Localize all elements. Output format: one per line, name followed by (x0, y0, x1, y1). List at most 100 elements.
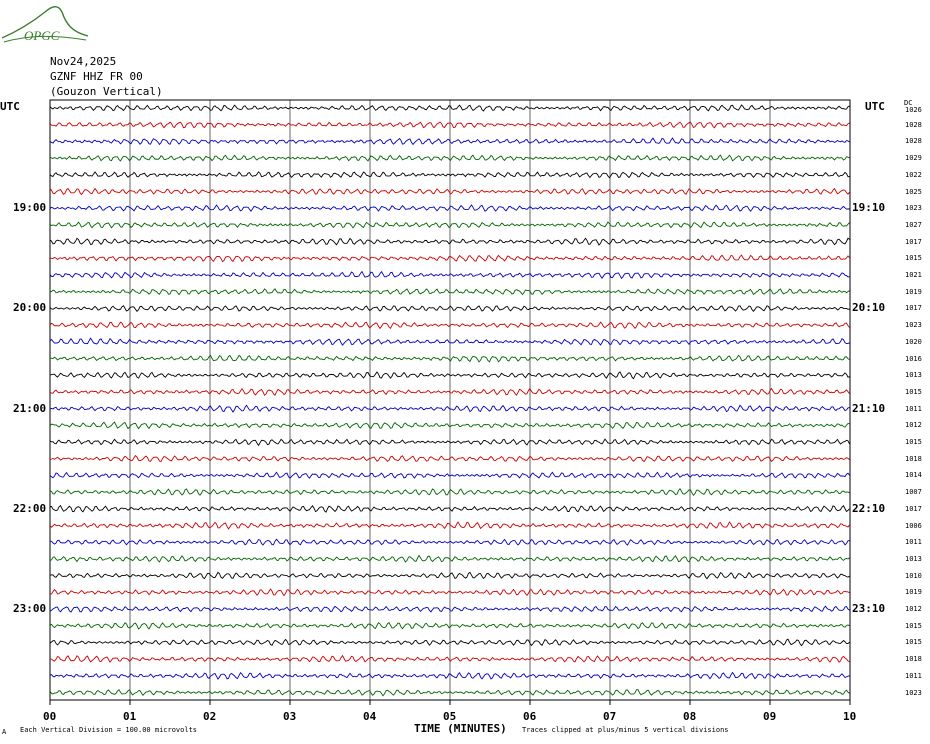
dc-offset-label: 1018 (905, 454, 922, 463)
dc-offset-label: 1014 (905, 471, 922, 480)
x-tick-label: 03 (283, 710, 297, 723)
seismic-trace-8 (49, 221, 850, 229)
dc-offset-label: 1029 (905, 154, 922, 163)
seismic-trace-29 (49, 571, 850, 580)
dc-header: DC (904, 99, 913, 107)
seismic-trace-26 (49, 521, 850, 530)
hour-label-right: 23:10 (852, 602, 886, 615)
seismic-trace-21 (49, 438, 850, 447)
dc-offset-label: 1013 (905, 371, 922, 380)
seismic-trace-1 (49, 104, 850, 112)
dc-offset-label: 1023 (905, 204, 922, 213)
dc-offset-label: 1012 (905, 605, 922, 613)
hour-label-right: 22:10 (852, 501, 886, 515)
dc-offset-label: 1020 (905, 337, 922, 346)
seismic-trace-22 (49, 454, 850, 463)
dc-offset-label: 1016 (905, 354, 922, 363)
seismic-trace-19 (49, 404, 850, 413)
seismic-trace-11 (49, 270, 850, 280)
x-tick-label: 05 (443, 710, 457, 723)
dc-offset-label: 1012 (905, 421, 922, 430)
station-label: GZNF HHZ FR 00 (50, 70, 143, 83)
dc-offset-label: 1027 (905, 220, 922, 229)
hour-label-right: 20:10 (852, 301, 886, 315)
dc-offset-label: 1015 (905, 438, 922, 446)
dc-offset-label: 1023 (905, 321, 922, 330)
x-tick-label: 04 (363, 710, 377, 723)
x-tick-label: 07 (603, 710, 617, 723)
dc-offset-label: 1017 (905, 504, 922, 513)
seismic-trace-35 (49, 671, 850, 680)
logo-text: OPGC (24, 28, 60, 43)
seismic-trace-7 (49, 204, 850, 212)
station-name-label: (Gouzon Vertical) (50, 85, 163, 98)
seismic-trace-10 (49, 254, 850, 263)
hour-label-left: 21:00 (13, 401, 47, 415)
x-tick-label: 09 (763, 710, 777, 723)
dc-offset-label: 1019 (905, 588, 922, 597)
dc-offset-label: 1015 (905, 387, 922, 396)
dc-offset-label: 1021 (905, 271, 922, 279)
seismic-trace-9 (49, 237, 850, 246)
dc-offset-label: 1015 (905, 254, 922, 263)
x-tick-label: 01 (123, 710, 137, 723)
hour-label-right: 21:10 (852, 401, 886, 415)
seismic-trace-32 (49, 621, 850, 630)
dc-offset-label: 1011 (905, 671, 922, 680)
date-label: Nov24,2025 (50, 55, 117, 68)
dc-offset-label: 1018 (905, 655, 922, 664)
footer-vertical-division: Each Vertical Division = 100.00 microvol… (20, 726, 198, 734)
seismic-trace-23 (49, 471, 850, 479)
dc-offset-label: 1023 (905, 688, 922, 697)
seismic-trace-15 (49, 337, 850, 346)
seismic-trace-31 (49, 605, 850, 613)
dc-offset-label: 1015 (905, 621, 922, 630)
seismic-trace-16 (49, 354, 850, 363)
hour-label-right: 19:10 (852, 201, 886, 215)
seismic-trace-12 (49, 288, 850, 296)
seismic-trace-24 (49, 488, 850, 497)
utc-left-label: UTC (0, 100, 20, 113)
dc-offset-label: 1026 (905, 106, 922, 114)
seismic-trace-4 (49, 154, 850, 162)
dc-offset-label: 1013 (905, 554, 922, 563)
dc-offset-label: 1011 (905, 538, 922, 547)
footer-mark: A (2, 728, 7, 736)
seismic-trace-14 (49, 321, 850, 330)
seismic-trace-20 (49, 421, 850, 430)
dc-offset-label: 1007 (905, 488, 922, 497)
footer-clip-note: Traces clipped at plus/minus 5 vertical … (522, 726, 729, 734)
x-tick-label: 08 (683, 710, 697, 723)
x-tick-label: 00 (43, 710, 57, 723)
seismic-trace-13 (49, 305, 850, 313)
seismic-trace-18 (49, 387, 850, 396)
x-tick-label: 02 (203, 710, 217, 723)
seismic-trace-27 (49, 538, 850, 546)
dc-offset-label: 1025 (905, 187, 922, 196)
seismic-trace-34 (49, 654, 850, 663)
dc-offset-label: 1017 (905, 237, 922, 246)
seismic-trace-36 (49, 689, 850, 697)
x-tick-label: 10 (843, 710, 857, 723)
seismic-trace-5 (49, 171, 850, 179)
utc-right-label: UTC (865, 100, 885, 113)
x-tick-label: 06 (523, 710, 537, 723)
dc-offset-label: 1017 (905, 304, 922, 313)
hour-label-left: 19:00 (13, 201, 47, 215)
dc-offset-label: 1015 (905, 638, 922, 647)
hour-label-left: 23:00 (13, 602, 47, 615)
hour-label-left: 22:00 (13, 501, 47, 515)
seismic-trace-6 (49, 187, 850, 196)
seismic-trace-28 (49, 554, 850, 563)
seismic-trace-2 (49, 121, 850, 129)
seismic-trace-30 (49, 588, 850, 597)
seismic-trace-17 (49, 371, 850, 380)
seismic-trace-25 (49, 504, 850, 513)
dc-offset-label: 1019 (905, 287, 922, 296)
x-axis-title: TIME (MINUTES) (414, 722, 507, 735)
dc-offset-label: 1010 (905, 571, 922, 580)
dc-offset-label: 1028 (905, 137, 922, 146)
hour-label-left: 20:00 (13, 301, 47, 315)
seismic-trace-3 (49, 137, 850, 146)
